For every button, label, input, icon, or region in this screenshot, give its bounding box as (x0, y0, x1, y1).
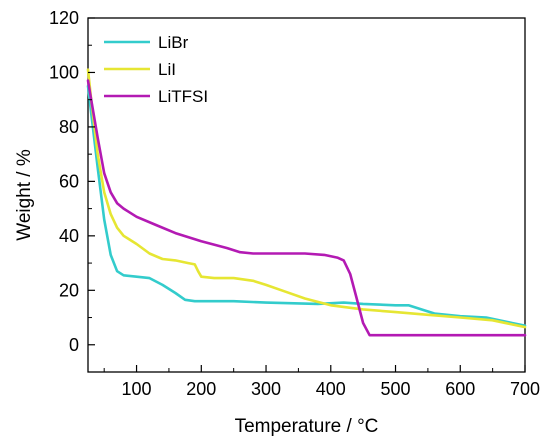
x-tick-label-500: 500 (380, 379, 410, 399)
y-tick-label-0: 0 (69, 335, 79, 355)
x-tick-label-700: 700 (510, 379, 540, 399)
plot-frame (87, 17, 526, 373)
plot-border (87, 17, 526, 373)
x-tick-label-600: 600 (445, 379, 475, 399)
legend-label-lii: LiI (158, 60, 176, 79)
x-tick-label-100: 100 (122, 379, 152, 399)
legend-label-libr: LiBr (158, 33, 189, 52)
x-tick-label-400: 400 (316, 379, 346, 399)
axis-ticks: 100 200 300 400 500 600 700 0 20 40 60 80 100 120 (49, 8, 540, 399)
y-tick-label-120: 120 (49, 8, 79, 28)
series-line-libr (86, 84, 527, 327)
series-group (86, 68, 527, 337)
y-tick-label-80: 80 (59, 117, 79, 137)
y-tick-label-40: 40 (59, 226, 79, 246)
x-tick-label-300: 300 (251, 379, 281, 399)
y-tick-label-100: 100 (49, 62, 79, 82)
series-line-litfsi (86, 79, 527, 337)
legend: LiBr LiI LiTFSI (104, 33, 208, 106)
series-line-lii (86, 68, 527, 329)
y-tick-label-60: 60 (59, 171, 79, 191)
legend-label-litfsi: LiTFSI (158, 87, 208, 106)
x-tick-label-200: 200 (186, 379, 216, 399)
x-axis-title: Temperature / °C (235, 416, 379, 437)
y-axis-title: Weight / % (14, 149, 35, 241)
y-tick-label-20: 20 (59, 280, 79, 300)
